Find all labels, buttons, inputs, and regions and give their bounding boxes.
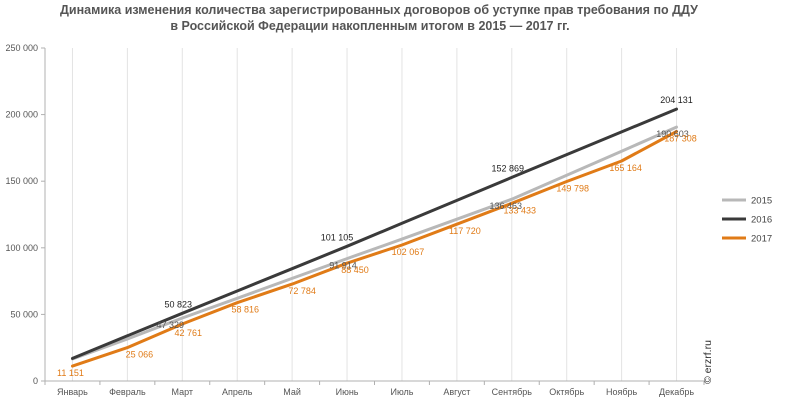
data-label-2017: 117 720: [449, 226, 481, 236]
x-tick-label: Июнь: [336, 387, 359, 397]
x-tick-label: Сентябрь: [492, 387, 533, 397]
data-label-2017: 102 067: [392, 247, 425, 257]
legend-label-2015: 2015: [751, 196, 772, 207]
axes: 0 50 000 100 000 150 000 200 000 250 000 Январ…: [5, 43, 705, 397]
data-label-2016: 50 823: [165, 299, 193, 309]
series-line-2017: [71, 130, 678, 368]
x-tick-label: Март: [172, 387, 194, 397]
series-line-2016: [71, 107, 678, 360]
data-label-2016: 152 869: [492, 163, 525, 173]
data-label-2017: 165 164: [609, 163, 642, 173]
chart-title: Динамика изменения количества зарегистри…: [60, 2, 698, 34]
y-tick-label: 50 000: [10, 309, 38, 319]
legend-label-2017: 2017: [751, 234, 772, 245]
x-tick-label: Май: [283, 387, 301, 397]
grid-lines: [71, 48, 678, 381]
data-label-2015: 47 329: [157, 320, 185, 330]
x-tick-label: Декабрь: [659, 387, 694, 397]
x-tick-label: Ноябрь: [606, 387, 638, 397]
data-label-2017: 187 308: [664, 134, 697, 144]
chart-title-line-1: Динамика изменения количества зарегистри…: [60, 3, 698, 17]
data-label-2017: 133 433: [504, 205, 537, 215]
data-labels: 47 329 91 914 136 463 190 603 50 823 101 105 1…: [57, 95, 697, 378]
watermark: © erzrf.ru: [702, 340, 714, 384]
x-tick-label: Февраль: [109, 387, 146, 397]
series-line-2015: [71, 125, 678, 361]
y-tick-label: 100 000: [5, 243, 38, 253]
data-label-2015: 190 603: [656, 129, 689, 139]
x-tick-label: Октябрь: [549, 387, 584, 397]
legend: 2015 2016 2017: [722, 196, 772, 245]
data-label-2017: 42 761: [175, 328, 203, 338]
y-tick-label: 250 000: [5, 43, 38, 53]
data-label-2016: 204 131: [660, 95, 693, 105]
legend-label-2016: 2016: [751, 215, 772, 226]
data-label-2017: 149 798: [556, 183, 589, 193]
data-label-2017: 11 151: [57, 368, 84, 378]
y-tick-label: 0: [33, 376, 38, 386]
data-label-2015: 91 914: [329, 261, 357, 271]
data-label-2017: 25 066: [126, 350, 154, 360]
x-tick-label: Июль: [390, 387, 413, 397]
data-label-2017: 88 450: [341, 265, 369, 275]
data-label-2016: 101 105: [321, 232, 354, 242]
data-label-2017: 58 816: [231, 305, 259, 315]
data-label-2015: 136 463: [490, 201, 523, 211]
x-tick-label: Август: [443, 387, 470, 397]
y-tick-label: 200 000: [5, 110, 38, 120]
x-tick-label: Январь: [57, 387, 88, 397]
y-tick-label: 150 000: [5, 176, 38, 186]
data-label-2017: 72 784: [288, 286, 316, 296]
x-tick-label: Апрель: [222, 387, 253, 397]
chart-title-line-2: в Российской Федерации накопленным итого…: [170, 19, 570, 33]
series-lines: [71, 107, 678, 368]
